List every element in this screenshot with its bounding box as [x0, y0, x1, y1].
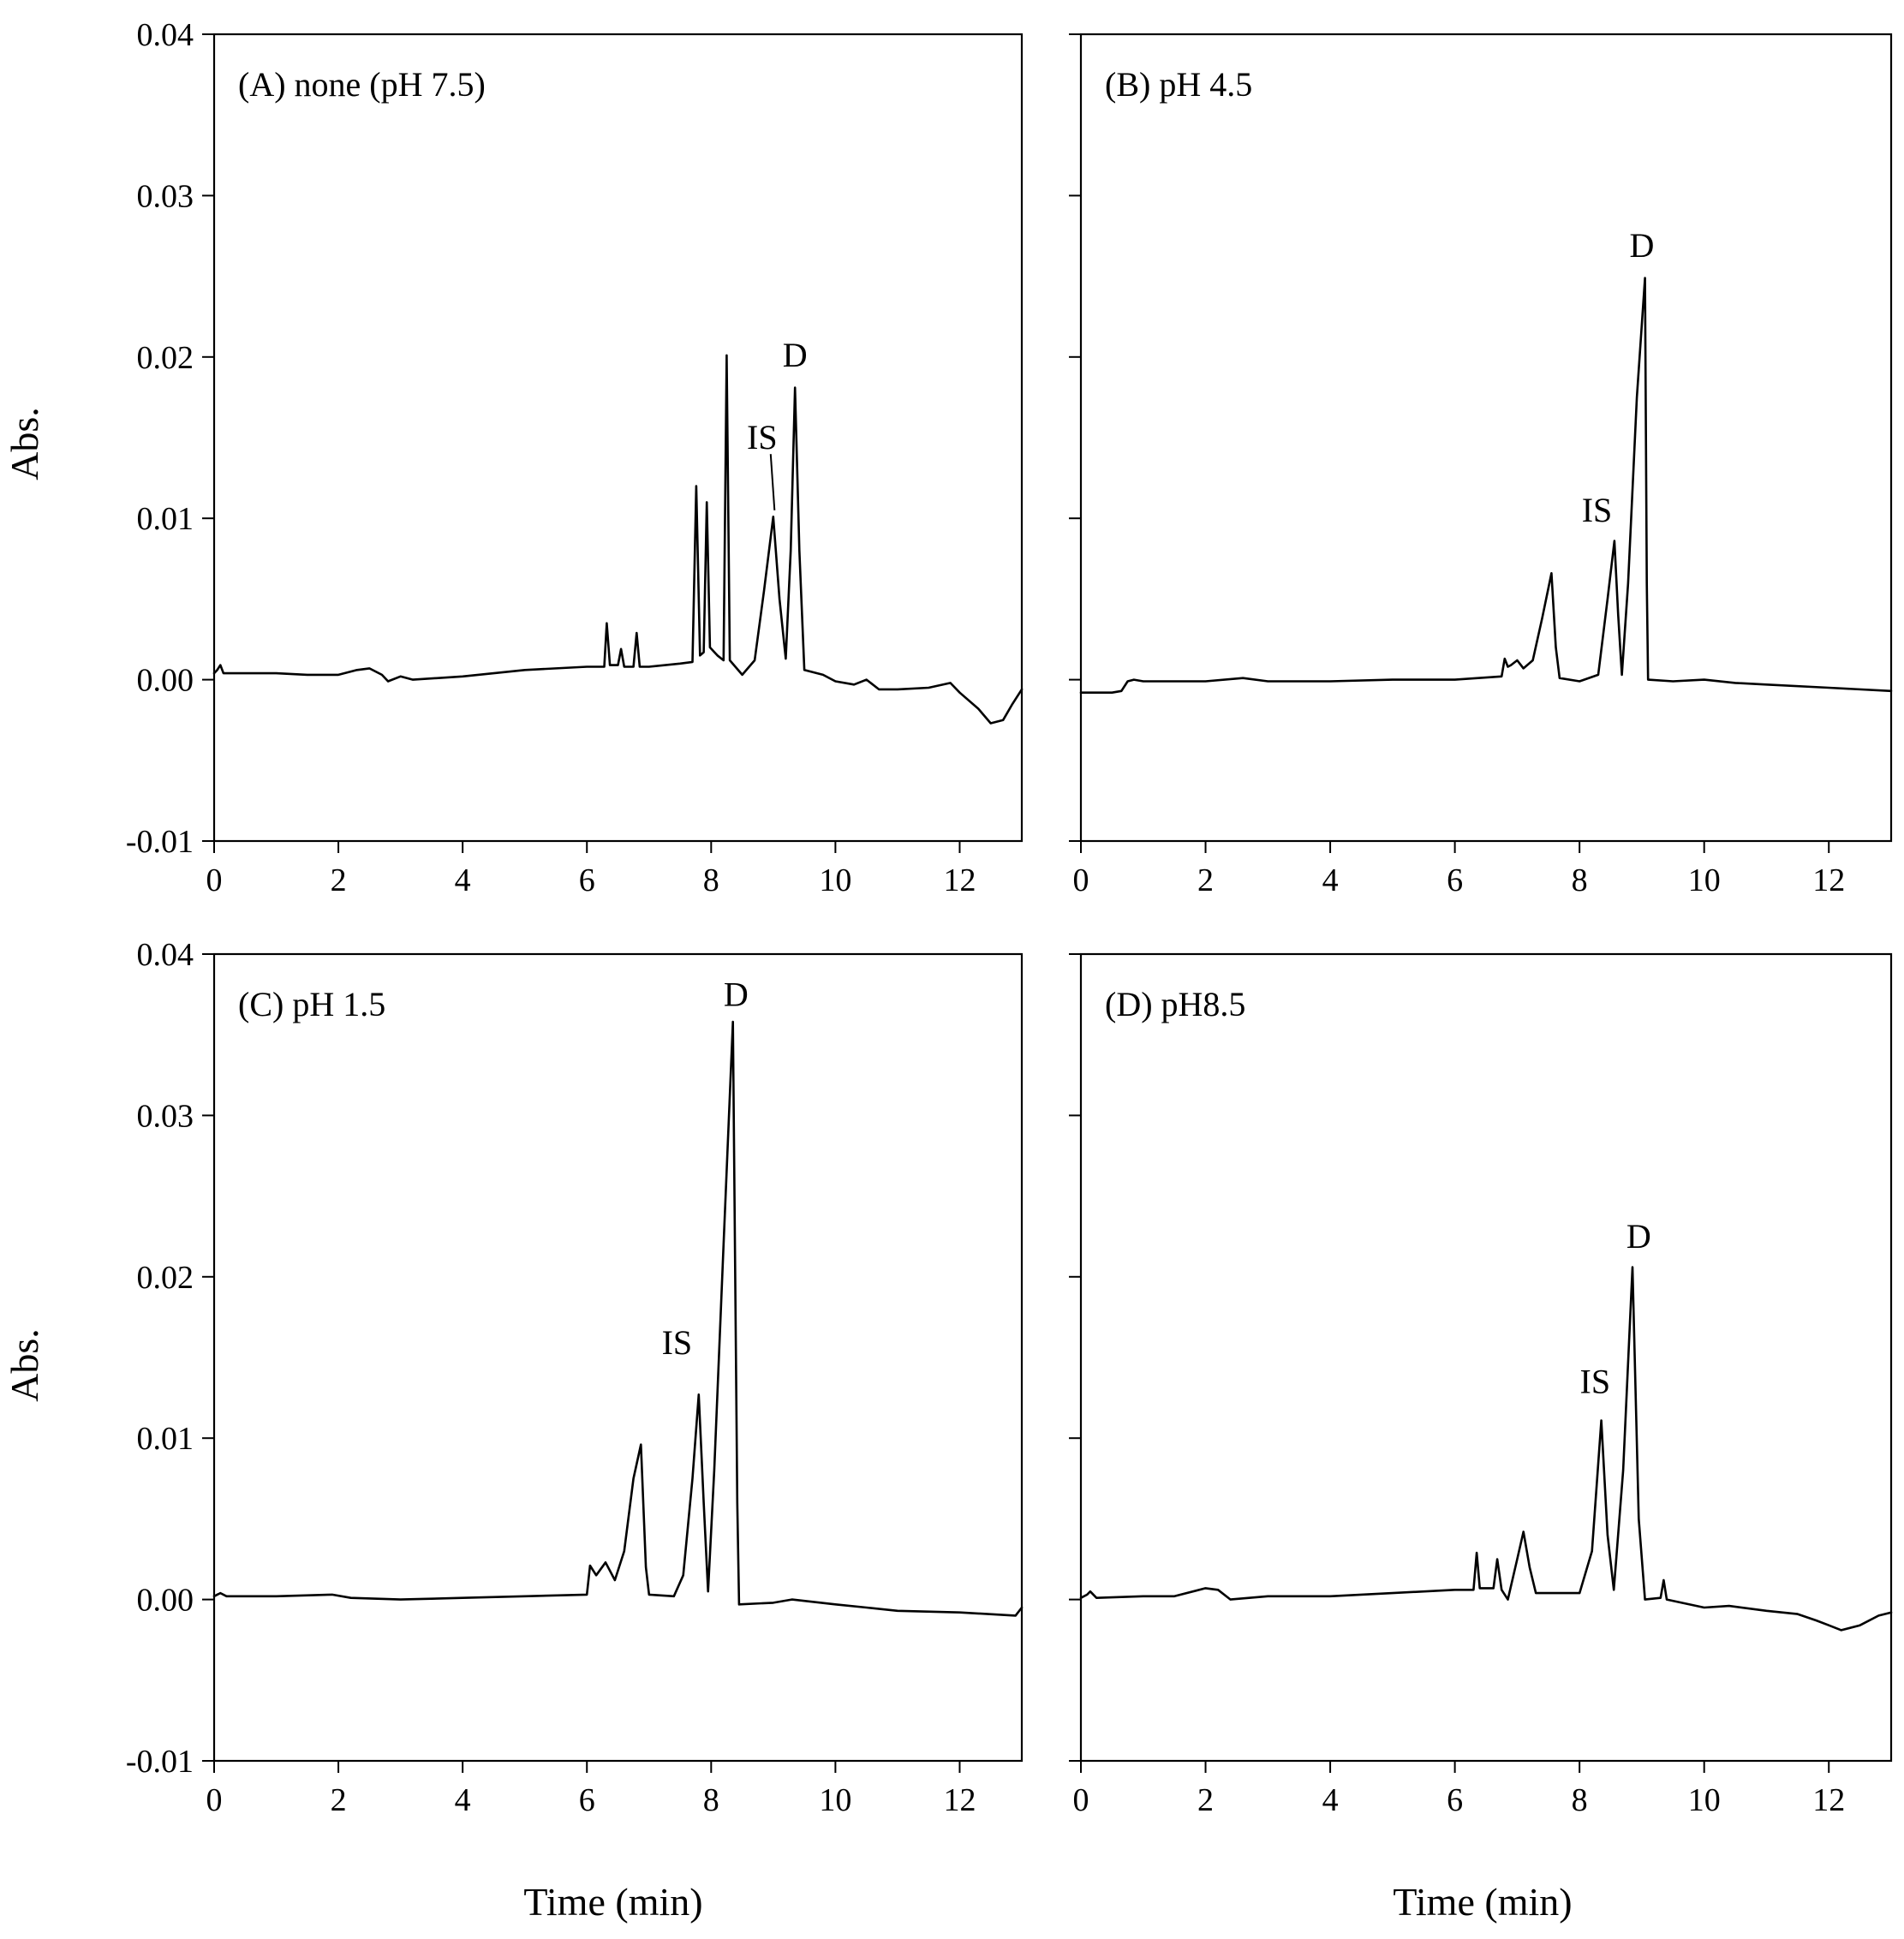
panel-label: (C) pH 1.5: [238, 985, 385, 1023]
x-tick-label: 4: [455, 1782, 471, 1818]
x-tick-label: 6: [579, 1782, 595, 1818]
x-axis-title-right: Time (min): [1393, 1880, 1572, 1924]
y-axis-title-bottom: Abs.: [3, 1328, 46, 1402]
x-tick-label: 4: [1322, 862, 1339, 898]
x-tick-label: 8: [1572, 862, 1588, 898]
series-line: [212, 354, 1024, 725]
x-tick-label: 4: [455, 862, 471, 898]
x-tick-label: 4: [1322, 1782, 1339, 1818]
x-axis-title-left: Time (min): [523, 1880, 702, 1924]
peak-label-is: IS: [1582, 491, 1613, 529]
y-tick-label: 0.04: [137, 17, 194, 53]
x-tick-label: 6: [1447, 1782, 1463, 1818]
peak-label-is: IS: [1580, 1362, 1611, 1400]
y-tick-label: 0.04: [137, 937, 194, 973]
x-tick-label: 0: [206, 862, 223, 898]
plot-frame: [212, 952, 1024, 1763]
plot-frame: [212, 33, 1024, 843]
y-axis-title-top: Abs.: [3, 407, 46, 480]
x-tick-label: 12: [943, 1782, 976, 1818]
plot-frame: [1079, 952, 1893, 1763]
x-tick-label: 2: [331, 862, 347, 898]
series-line: [1079, 1266, 1893, 1632]
x-tick-label: 8: [703, 862, 719, 898]
x-tick-label: 10: [819, 862, 851, 898]
peak-label-d: D: [783, 336, 808, 374]
x-tick-label: 0: [1073, 1782, 1089, 1818]
plot-frame: [1079, 33, 1893, 843]
y-tick-label: 0.01: [137, 501, 194, 537]
y-tick-label: 0.03: [137, 1098, 194, 1134]
peak-label-is: IS: [747, 418, 778, 456]
x-tick-label: 10: [1688, 1782, 1721, 1818]
panel-2: 0 2 4 6 8 10 12 -0.01 0.00 0.01 0.02 0.03 0.04 (C) pH…: [126, 937, 1024, 1818]
panel-3: 0 2 4 6 8 10 12 (D) pH8.5 IS D: [1069, 952, 1893, 1818]
x-tick-label: 12: [943, 862, 976, 898]
x-tick-label: 10: [819, 1782, 851, 1818]
panel-label: (A) none (pH 7.5): [238, 65, 486, 104]
x-tick-label: 0: [206, 1782, 223, 1818]
y-tick-label: -0.01: [126, 1744, 194, 1780]
y-tick-label: 0.03: [137, 178, 194, 214]
panel-0: 0 2 4 6 8 10 12 -0.01 0.00 0.01 0.02 0.03 0.04 (A) no…: [126, 17, 1024, 898]
peak-label-is: IS: [662, 1323, 693, 1362]
y-tick-label: 0.00: [137, 1583, 194, 1619]
x-tick-label: 2: [1197, 862, 1214, 898]
annotation-leader-line: [769, 454, 776, 510]
panel-1: 0 2 4 6 8 10 12 (B) pH 4.5 IS D: [1069, 33, 1893, 898]
x-tick-label: 8: [1572, 1782, 1588, 1818]
x-tick-label: 0: [1073, 862, 1089, 898]
y-tick-label: 0.00: [137, 663, 194, 699]
series-line: [212, 1020, 1024, 1617]
y-tick-label: 0.02: [137, 1260, 194, 1296]
x-tick-label: 6: [1447, 862, 1463, 898]
peak-label-d: D: [1629, 226, 1654, 265]
x-tick-label: 8: [703, 1782, 719, 1818]
y-tick-label: 0.02: [137, 340, 194, 376]
peak-label-d: D: [724, 975, 749, 1013]
peak-label-d: D: [1626, 1217, 1651, 1256]
panel-label: (B) pH 4.5: [1105, 65, 1252, 104]
y-tick-label: -0.01: [126, 824, 194, 860]
series-line: [1079, 277, 1893, 694]
x-tick-label: 2: [331, 1782, 347, 1818]
panel-label: (D) pH8.5: [1105, 985, 1245, 1023]
x-tick-label: 12: [1812, 1782, 1845, 1818]
x-tick-label: 6: [579, 862, 595, 898]
y-tick-label: 0.01: [137, 1421, 194, 1457]
x-tick-label: 12: [1812, 862, 1845, 898]
panels-layer: 0 2 4 6 8 10 12 -0.01 0.00 0.01 0.02 0.03 0.04 (A) no…: [126, 17, 1893, 1818]
x-tick-label: 2: [1197, 1782, 1214, 1818]
x-tick-label: 10: [1688, 862, 1721, 898]
